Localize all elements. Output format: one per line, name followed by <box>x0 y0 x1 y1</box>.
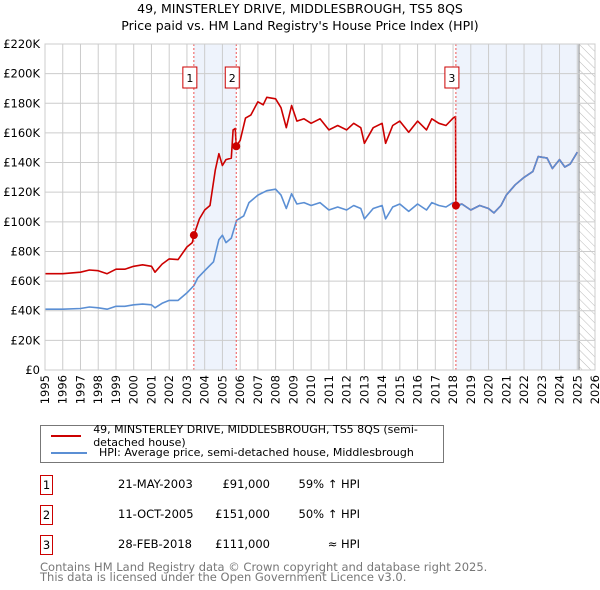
sale-point <box>189 231 198 240</box>
sale-price: £111,000 <box>215 537 270 551</box>
sale-date: 11-OCT-2005 <box>118 507 194 521</box>
y-tick-label: £20K <box>11 333 41 347</box>
sale-label-box <box>182 66 198 89</box>
chart-title: 49, MINSTERLEY DRIVE, MIDDLESBROUGH, TS5… <box>137 1 463 16</box>
plot-border <box>44 43 596 371</box>
footer: Contains HM Land Registry data © Crown c… <box>40 560 488 584</box>
legend-item-property: 49, MINSTERLEY DRIVE, MIDDLESBROUGH, TS5… <box>51 423 443 449</box>
sale-point <box>451 201 460 210</box>
x-tick-label: 2008 <box>269 375 283 404</box>
legend-item-hpi: HPI: Average price, semi-detached house,… <box>51 444 414 461</box>
x-tick-label: 2002 <box>162 375 176 404</box>
x-tick-label: 2012 <box>340 375 354 404</box>
y-tick-label: £80K <box>11 244 41 258</box>
y-tick-label: £100K <box>3 215 40 229</box>
shaded-range <box>455 44 580 370</box>
hpi-line <box>45 151 578 311</box>
sale-row: 1 21-MAY-2003 £91,000 59% ↑ HPI <box>40 475 440 495</box>
x-tick-label: 1999 <box>109 375 123 404</box>
x-tick-label: 2015 <box>393 375 407 404</box>
x-tick-label: 2016 <box>411 375 425 404</box>
y-tick-label: £0 <box>25 363 40 377</box>
sale-hpi-diff: ≈ HPI <box>327 537 360 551</box>
x-tick-label: 2017 <box>428 375 442 404</box>
x-tick-label: 2011 <box>322 375 336 404</box>
sale-hpi-diff: 59% ↑ HPI <box>298 477 360 491</box>
x-tick-label: 2009 <box>286 375 300 404</box>
sale-number-badge: 1 <box>40 475 53 495</box>
y-tick-label: £60K <box>11 274 41 288</box>
x-tick-label: 1997 <box>73 375 87 404</box>
sale-label: 1 <box>186 72 193 85</box>
x-tick-label: 2023 <box>535 375 549 404</box>
footer-line: This data is licensed under the Open Gov… <box>40 570 407 584</box>
sale-point <box>232 142 241 151</box>
blue-line-swatch <box>51 451 87 454</box>
y-tick-label: £180K <box>3 96 40 110</box>
sale-date: 21-MAY-2003 <box>118 477 193 491</box>
sale-row: 2 11-OCT-2005 £151,000 50% ↑ HPI <box>40 505 440 525</box>
x-tick-label: 2022 <box>517 375 531 404</box>
x-tick-label: 2014 <box>375 375 389 404</box>
x-tick-label: 2005 <box>215 375 229 404</box>
sale-price: £91,000 <box>222 477 270 491</box>
x-tick-label: 2025 <box>570 375 584 404</box>
sale-date: 28-FEB-2018 <box>118 537 192 551</box>
chart-subtitle: Price paid vs. HM Land Registry's House … <box>121 18 479 33</box>
sale-price: £151,000 <box>215 507 270 521</box>
x-tick-label: 2007 <box>251 375 265 404</box>
x-tick-label: 2018 <box>446 375 460 404</box>
legend-label: 49, MINSTERLEY DRIVE, MIDDLESBROUGH, TS5… <box>93 422 418 449</box>
y-tick-label: £140K <box>3 156 40 170</box>
y-tick-label: £160K <box>3 126 40 140</box>
x-tick-label: 2026 <box>588 375 600 404</box>
y-tick-label: £40K <box>11 304 41 318</box>
x-tick-label: 2013 <box>357 375 371 404</box>
x-tick-label: 2004 <box>198 375 212 404</box>
sale-number-badge: 2 <box>40 505 53 525</box>
x-tick-label: 2003 <box>180 375 194 404</box>
x-tick-label: 2020 <box>482 375 496 404</box>
x-tick-label: 2019 <box>464 375 478 404</box>
sale-label: 3 <box>448 72 455 85</box>
y-tick-label: £120K <box>3 185 40 199</box>
sale-number-badge: 3 <box>40 535 53 555</box>
sale-row: 3 28-FEB-2018 £111,000 ≈ HPI <box>40 535 440 555</box>
sale-label-box <box>224 66 240 89</box>
y-tick-label: £200K <box>3 67 40 81</box>
y-tick-label: £220K <box>3 37 40 51</box>
x-tick-label: 2000 <box>127 375 141 404</box>
x-tick-label: 2006 <box>233 375 247 404</box>
x-tick-label: 2024 <box>553 375 567 404</box>
legend: 49, MINSTERLEY DRIVE, MIDDLESBROUGH, TS5… <box>40 423 444 463</box>
footer-line: Contains HM Land Registry data © Crown c… <box>40 560 488 574</box>
x-tick-label: 1998 <box>91 375 105 404</box>
legend-label: HPI: Average price, semi-detached house,… <box>99 446 414 459</box>
x-tick-label: 1996 <box>56 375 70 404</box>
x-tick-label: 2001 <box>144 375 158 404</box>
x-tick-label: 1995 <box>38 375 52 404</box>
red-line-swatch <box>51 434 82 437</box>
x-tick-label: 2010 <box>304 375 318 404</box>
sale-label: 2 <box>229 72 236 85</box>
sale-hpi-diff: 50% ↑ HPI <box>298 507 360 521</box>
x-tick-label: 2021 <box>499 375 513 404</box>
forecast-hatch <box>579 44 595 370</box>
sale-label-box <box>444 66 460 89</box>
shaded-range <box>193 44 237 370</box>
